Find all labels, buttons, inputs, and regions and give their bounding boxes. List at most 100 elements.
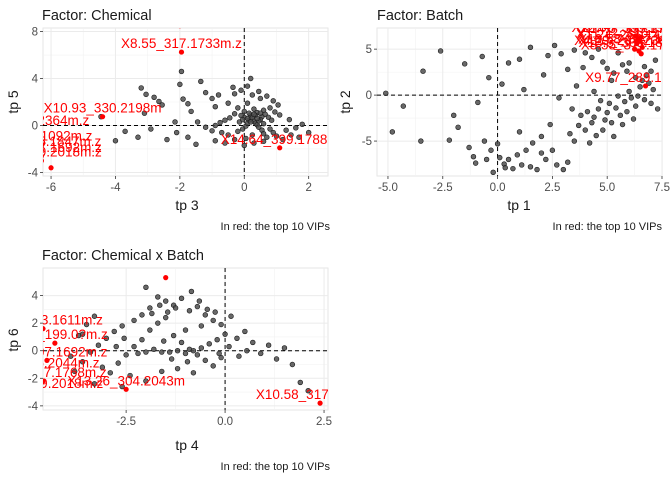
vip-label: X4.70_305.2044m.z [0, 355, 100, 370]
data-point [288, 132, 294, 138]
data-point [521, 86, 527, 93]
x-axis-label: tp 3 [175, 197, 199, 213]
data-point [593, 132, 599, 139]
data-point [518, 162, 525, 168]
panel-title: Factor: Batch [377, 8, 463, 24]
vip-label: X10.10_299.2018m.z [0, 376, 103, 391]
data-point [139, 312, 145, 318]
vip-label: X12.08_330.1982m.z [572, 20, 672, 35]
x-tick-label: 0 [241, 182, 247, 194]
y-tick-label: -5 [362, 136, 372, 148]
data-point [222, 140, 228, 146]
data-point [624, 68, 630, 74]
data-point [214, 336, 220, 343]
data-point [99, 364, 106, 370]
data-point [235, 105, 241, 111]
data-point [194, 352, 201, 358]
data-point [586, 140, 593, 146]
data-point [268, 117, 275, 123]
data-point [497, 154, 503, 161]
data-point [420, 68, 426, 74]
data-point [470, 153, 477, 160]
data-point [575, 122, 582, 129]
data-point [185, 101, 191, 107]
data-point [597, 97, 604, 104]
vip-point [52, 340, 58, 346]
data-point [589, 54, 595, 61]
data-point [222, 117, 228, 123]
data-point [418, 138, 424, 144]
data-point [267, 126, 273, 132]
data-point [190, 370, 197, 376]
x-tick-label: -2 [175, 182, 185, 194]
data-point [241, 142, 247, 149]
data-point [226, 343, 232, 350]
data-point [222, 331, 228, 337]
data-point [194, 303, 201, 310]
data-point [143, 349, 149, 355]
data-point [490, 169, 496, 176]
caption: In red: the top 10 VIPs [221, 221, 331, 233]
panel-batch: Factor: Batch tp 1 tp 2 In red: the top … [337, 8, 672, 233]
data-point [159, 102, 165, 108]
vip-label: X4.29_287.2364m.z [574, 33, 672, 48]
points-layer [383, 42, 661, 176]
data-point [163, 314, 169, 321]
data-point [230, 84, 236, 91]
data-point [91, 381, 98, 387]
vip-point [48, 165, 54, 171]
data-point [529, 140, 536, 146]
data-point [198, 78, 204, 85]
data-point [216, 350, 222, 357]
data-point [560, 166, 567, 173]
vip-layer: X12.08_330.1982m.zX14.5_399.1793m.zX11.7… [572, 20, 672, 89]
data-point [174, 348, 181, 354]
vip-label: X3_329.1092m.z [0, 128, 93, 143]
data-point [626, 60, 632, 66]
y-tick-label: -4 [28, 167, 39, 179]
data-point [249, 92, 256, 98]
vip-point [43, 148, 44, 153]
data-point [182, 350, 189, 357]
x-tick-label: 2.5 [316, 416, 332, 428]
data-point [283, 127, 289, 133]
data-point [267, 105, 273, 111]
data-point [111, 328, 117, 335]
data-point [113, 343, 119, 350]
data-point [248, 75, 254, 82]
data-point [514, 152, 521, 158]
data-point [505, 60, 512, 66]
data-point [212, 138, 218, 144]
data-point [305, 129, 312, 136]
data-point [635, 93, 641, 99]
data-point [641, 97, 648, 103]
y-tick-label: -4 [28, 401, 39, 413]
plot-panel [42, 267, 329, 411]
vip-point [639, 44, 645, 50]
data-point [155, 294, 161, 300]
data-point [626, 88, 632, 95]
data-point [383, 90, 389, 96]
data-point [112, 138, 119, 144]
data-point [190, 348, 197, 354]
data-point [202, 124, 209, 130]
data-point [481, 138, 488, 144]
data-point [595, 46, 602, 52]
data-point [622, 98, 628, 105]
data-point [184, 359, 191, 365]
data-point [615, 50, 621, 56]
data-point [172, 119, 178, 125]
data-point [79, 359, 86, 365]
data-point [615, 93, 621, 99]
data-point [71, 368, 78, 375]
vip-label: X1.87_199.0?m.z [2, 327, 108, 342]
data-point [135, 350, 141, 357]
data-point [502, 165, 508, 171]
vip-point [317, 400, 323, 406]
data-point [650, 86, 656, 93]
data-point [527, 164, 534, 170]
data-point [239, 116, 246, 123]
data-point [123, 352, 129, 358]
data-point [234, 335, 240, 342]
data-point [177, 81, 183, 88]
